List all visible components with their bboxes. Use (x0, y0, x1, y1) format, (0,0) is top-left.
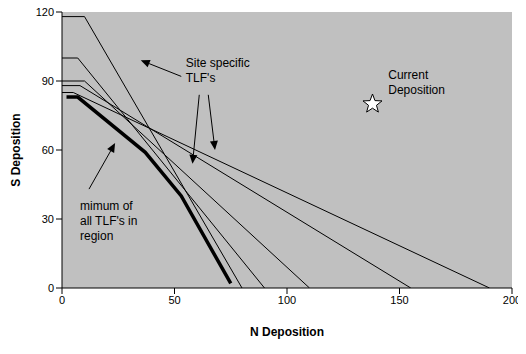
svg-text:50: 50 (168, 294, 180, 306)
svg-text:Site specificTLF's: Site specificTLF's (186, 56, 250, 85)
svg-text:0: 0 (59, 294, 65, 306)
svg-text:150: 150 (390, 294, 408, 306)
svg-text:N Deposition: N Deposition (250, 325, 324, 339)
svg-text:100: 100 (278, 294, 296, 306)
svg-text:mimum ofall TLF's inregion: mimum ofall TLF's inregion (80, 199, 137, 243)
svg-text:CurrentDeposition: CurrentDeposition (388, 68, 445, 97)
svg-text:S Deposition: S Deposition (9, 113, 23, 186)
svg-text:60: 60 (42, 144, 54, 156)
svg-text:30: 30 (42, 213, 54, 225)
svg-text:200: 200 (503, 294, 518, 306)
svg-text:90: 90 (42, 75, 54, 87)
svg-text:0: 0 (48, 282, 54, 294)
svg-text:120: 120 (36, 8, 54, 18)
